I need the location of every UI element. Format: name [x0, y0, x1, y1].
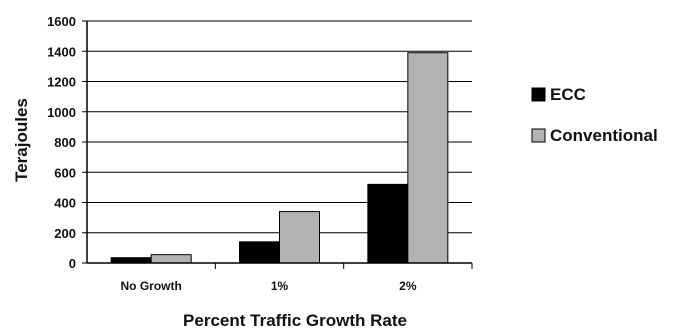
bar-ecc-2: [367, 183, 409, 264]
x-axis-title: Percent Traffic Growth Rate: [183, 311, 407, 330]
bar-ecc-0: [110, 257, 152, 264]
legend-swatch-ecc: [531, 87, 546, 102]
y-tick-label: 1400: [47, 44, 76, 59]
x-tick-label: 2%: [399, 279, 417, 293]
y-tick-label: 600: [54, 165, 76, 180]
legend-label-conventional: Conventional: [550, 126, 658, 145]
bar-conventional-2: [407, 52, 449, 264]
y-tick-labels: 0 200 400 600 800 1000 1200 1400 1600: [47, 14, 76, 271]
y-tick-label: 200: [54, 226, 76, 241]
y-tick-label: 400: [54, 196, 76, 211]
y-tick-label: 1600: [47, 14, 76, 29]
y-tick-label: 1000: [47, 105, 76, 120]
legend-swatch-conventional: [531, 128, 546, 143]
legend-label-ecc: ECC: [550, 85, 586, 104]
bar-conventional-1: [279, 211, 320, 264]
y-tick-label: 0: [69, 256, 76, 271]
bars: [110, 52, 449, 264]
x-tick-labels: No Growth 1% 2%: [121, 279, 417, 293]
x-tick-label: 1%: [271, 279, 289, 293]
y-tick-label: 800: [54, 135, 76, 150]
y-axis-title: Terajoules: [12, 98, 31, 182]
x-tick-label: No Growth: [121, 279, 182, 293]
y-tick-label: 1200: [47, 75, 76, 90]
legend: ECC Conventional: [531, 85, 658, 145]
bar-conventional-0: [150, 254, 192, 264]
bar-ecc-1: [239, 241, 280, 264]
axes: [82, 20, 473, 269]
gridlines: [87, 20, 472, 234]
